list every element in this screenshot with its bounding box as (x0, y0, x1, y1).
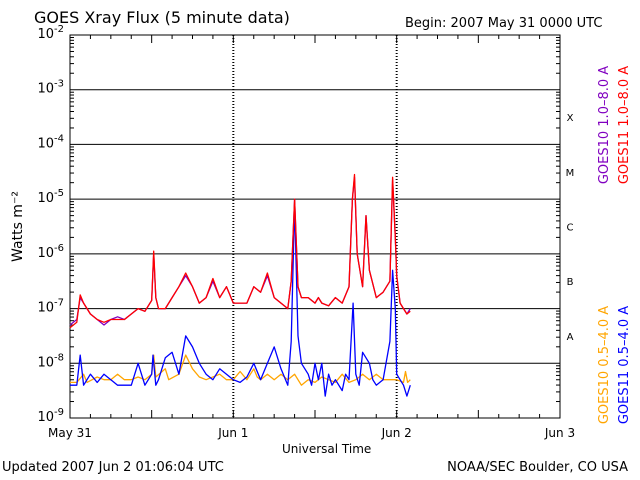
y-tick-label: 10-9 (37, 407, 64, 425)
y-tick-label: 10-2 (37, 24, 64, 42)
y-tick-exponent: -9 (54, 407, 64, 418)
y-tick-base: 10 (37, 27, 54, 42)
x-tick-label: May 31 (48, 426, 92, 440)
x-tick-label: Jun 3 (544, 426, 575, 440)
y-tick-exponent: -8 (54, 352, 64, 363)
legend-entry: GOES11 1.0–8.0 A (617, 66, 632, 184)
updated-time: Updated 2007 Jun 2 01:06:04 UTC (2, 460, 224, 475)
y-tick-label: 10-3 (37, 79, 64, 97)
y-tick-label: 10-7 (37, 298, 64, 316)
flare-class-label: X (567, 113, 574, 124)
y-tick-exponent: -7 (54, 298, 64, 309)
flare-class-label: M (566, 168, 575, 179)
y-tick-base: 10 (37, 301, 54, 316)
y-tick-base: 10 (37, 246, 54, 261)
flare-class-label: C (567, 223, 574, 234)
chart-title: GOES Xray Flux (5 minute data) (34, 8, 290, 27)
flare-class-label: A (567, 332, 574, 343)
y-tick-label: 10-6 (37, 243, 64, 261)
y-axis-label: Watts m⁻² (10, 191, 26, 262)
series-line (70, 203, 411, 397)
legend-entry: GOES10 1.0–8.0 A (597, 66, 612, 184)
y-tick-label: 10-4 (37, 133, 64, 151)
series-line (69, 173, 411, 329)
y-tick-base: 10 (37, 136, 54, 151)
legend-entry: GOES10 0.5–4.0 A (597, 306, 612, 424)
begin-time: Begin: 2007 May 31 0000 UTC (405, 16, 603, 31)
y-tick-exponent: -5 (54, 188, 64, 199)
x-tick-label: Jun 1 (217, 426, 248, 440)
y-tick-base: 10 (37, 82, 54, 97)
series-line (70, 354, 411, 386)
y-tick-exponent: -2 (54, 24, 64, 35)
flare-class-label: B (567, 277, 574, 288)
y-tick-exponent: -3 (54, 79, 64, 90)
y-tick-base: 10 (37, 410, 54, 425)
legend-entry: GOES11 0.5–4.0 A (617, 306, 632, 424)
x-tick-label: Jun 2 (381, 426, 412, 440)
y-tick-exponent: -4 (54, 133, 64, 144)
y-tick-label: 10-5 (37, 188, 64, 206)
plot-frame (69, 34, 561, 419)
credit: NOAA/SEC Boulder, CO USA (447, 460, 628, 475)
y-tick-exponent: -6 (54, 243, 64, 254)
y-tick-base: 10 (37, 355, 54, 370)
y-tick-label: 10-8 (37, 352, 64, 370)
x-axis-label: Universal Time (282, 442, 372, 456)
y-tick-base: 10 (37, 191, 54, 206)
